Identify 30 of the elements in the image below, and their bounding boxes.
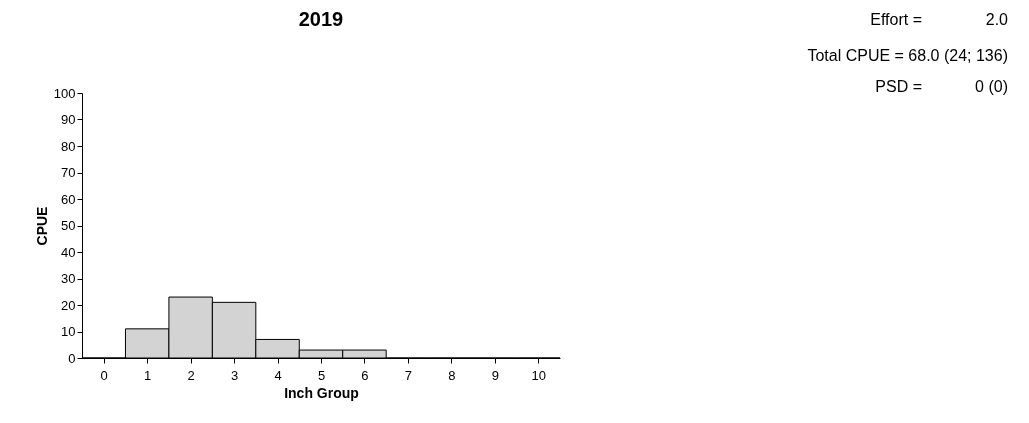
x-tick-label: 5	[317, 367, 326, 383]
x-tick-label: 3	[230, 367, 239, 383]
text: Total CPUE = 68.0 (24; 136)	[807, 47, 1008, 64]
y-tick-label: 20	[61, 297, 76, 313]
x-tick-label: 8	[448, 367, 456, 383]
x-tick-label: 1	[144, 367, 152, 383]
text: PSD =	[875, 78, 922, 95]
x-tick-label: 0	[100, 367, 108, 383]
y-tick-label: 80	[61, 138, 76, 154]
y-tick-label: 70	[61, 165, 76, 180]
y-tick-label: 50	[61, 218, 76, 233]
y-tick-label: 10	[61, 324, 76, 339]
chart-title: 2019	[298, 8, 344, 30]
x-tick-label: 10	[531, 367, 547, 383]
y-tick-label: 60	[61, 191, 76, 207]
x-tick-label: 9	[491, 367, 499, 383]
y-tick-label: 40	[61, 244, 76, 260]
text: Effort =	[870, 11, 922, 28]
text: 0 (0)	[975, 78, 1008, 95]
y-tick-label: 100	[53, 85, 76, 101]
x-tick-label: 7	[404, 367, 413, 383]
x-tick-label: 4	[274, 367, 282, 383]
text: 2.0	[985, 11, 1009, 28]
y-tick-label: 30	[61, 271, 76, 286]
x-tick-label: 6	[361, 367, 369, 383]
y-tick-label: 0	[68, 350, 76, 366]
y-tick-label: 90	[61, 112, 76, 127]
x-tick-label: 2	[187, 367, 195, 383]
y-axis-title: CPUE	[33, 206, 50, 246]
x-axis-title: Inch Group	[284, 384, 359, 401]
